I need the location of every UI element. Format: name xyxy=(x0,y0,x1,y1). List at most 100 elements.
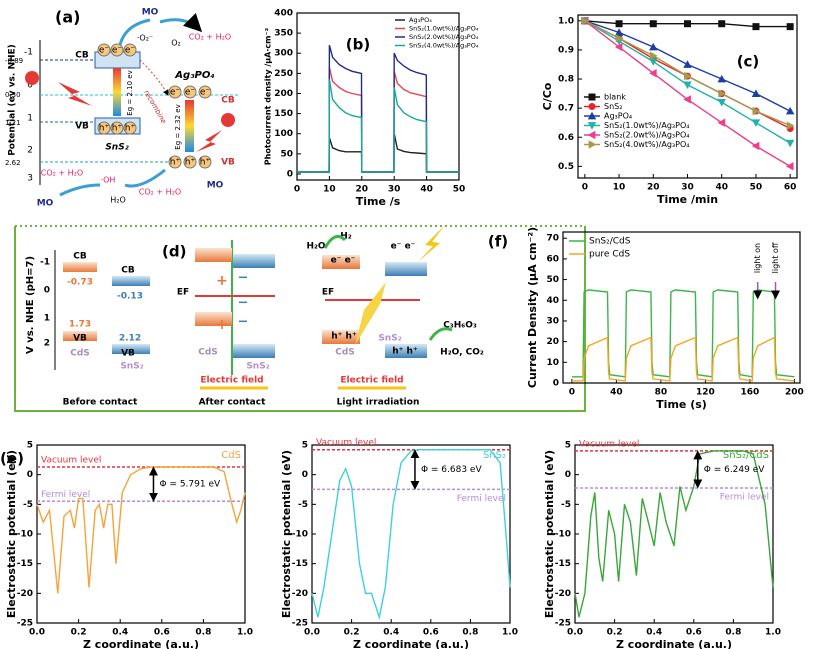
x-tick-label: 1.0 xyxy=(765,628,781,638)
band xyxy=(63,262,97,272)
x-tick-label: 40 xyxy=(715,183,728,193)
x-tick-label: 0 xyxy=(582,183,588,193)
legend-label: blank xyxy=(604,93,626,102)
series-line xyxy=(297,133,459,173)
axis-title: V vs. NHE (pH=7) xyxy=(25,256,36,354)
species: C₃H₆O₃ xyxy=(443,321,477,331)
x-tick-label: 0.6 xyxy=(686,628,702,638)
charge: − xyxy=(238,315,249,330)
y-tick-label: 30 xyxy=(546,316,559,326)
gap-bar xyxy=(185,100,194,152)
species: H₂O xyxy=(110,196,126,205)
legend-label: SnS₂(1.0wt%)/Ag₃PO₄ xyxy=(604,121,689,130)
marker xyxy=(615,20,623,28)
field-label: Electric field xyxy=(340,376,403,386)
panel-label: (a) xyxy=(55,8,80,27)
carrier-label: h⁺ xyxy=(185,158,196,168)
series-line xyxy=(571,289,795,378)
axis-title: Potential (ev vs. NHE) xyxy=(8,44,18,156)
y-tick-label: 300 xyxy=(274,49,293,59)
x-tick-label: 0.6 xyxy=(154,628,170,638)
marker xyxy=(785,106,795,115)
series-line xyxy=(36,466,246,594)
legend-label: SnS₂(4.0wt%)/Ag₃PO₄ xyxy=(604,140,689,149)
carrier-label: h⁺ xyxy=(200,158,211,168)
x-tick-label: 200 xyxy=(785,388,804,398)
x-tick-label: 0.4 xyxy=(646,628,662,638)
band-label: CB xyxy=(221,96,235,106)
marker xyxy=(581,16,590,26)
sun xyxy=(25,71,39,85)
species: MO xyxy=(142,8,159,18)
arrow xyxy=(118,18,151,46)
y-tick-label: -5 xyxy=(23,500,33,510)
material-label: CdS xyxy=(198,348,218,358)
band-label: VB xyxy=(221,158,235,168)
x-tick-label: 50 xyxy=(750,183,763,193)
annotation: Φ = 5.791 eV xyxy=(159,480,221,490)
arrow xyxy=(323,234,347,249)
material-label: SnS₂ xyxy=(105,143,128,153)
marker xyxy=(785,162,794,171)
reference-label: Fermi level xyxy=(720,493,769,503)
carrier xyxy=(168,155,182,169)
y-tick-label: 0 xyxy=(565,470,571,480)
panel-label: (d) xyxy=(162,243,186,261)
marker xyxy=(717,118,726,127)
y-tick-label: -10 xyxy=(555,530,571,540)
marker xyxy=(683,81,692,90)
marker xyxy=(649,20,657,28)
series-line xyxy=(311,449,511,620)
charge: + xyxy=(216,273,228,289)
tick-label: -1 xyxy=(40,258,50,268)
x-axis-title: Time (s) xyxy=(656,398,707,411)
legend-label: Ag₃PO₄ xyxy=(409,16,432,24)
x-tick-label: 1.0 xyxy=(502,628,518,638)
legend-label: SnS₂ xyxy=(604,102,622,111)
marker xyxy=(587,130,596,140)
band-label: CB xyxy=(73,252,87,262)
x-tick-label: 20 xyxy=(356,185,369,195)
y-tick-label: 0.5 xyxy=(558,162,574,172)
y-tick-label: -25 xyxy=(17,619,33,629)
light-bolt xyxy=(418,225,445,262)
frame xyxy=(14,226,586,412)
arrow xyxy=(59,183,101,197)
x-tick-label: 0.0 xyxy=(304,628,320,638)
marker xyxy=(717,98,726,107)
arrow xyxy=(124,168,166,188)
carrier-label: h⁺ xyxy=(125,124,136,134)
marker xyxy=(684,71,692,81)
marker xyxy=(683,95,691,104)
y-tick-label: 350 xyxy=(274,29,293,39)
x-axis-title: Time /s xyxy=(356,195,401,208)
reference-label: Vacuum level xyxy=(316,438,376,448)
band-label: CB xyxy=(121,266,135,276)
y-tick-label: 400 xyxy=(274,9,293,19)
charge: + xyxy=(216,317,228,333)
carriers: h⁺ h⁺ xyxy=(331,332,357,342)
marker xyxy=(786,23,794,31)
marker xyxy=(615,34,624,43)
marker xyxy=(588,103,596,110)
y-tick-label: 0 xyxy=(302,470,308,480)
marker xyxy=(752,106,761,116)
marker xyxy=(587,122,597,130)
species: O₂ xyxy=(171,39,181,48)
series-line xyxy=(574,450,774,618)
marker xyxy=(649,69,657,78)
legend-label: SnS₂(2.0wt%)/Ag₃PO₄ xyxy=(409,33,479,41)
material-label: CdS xyxy=(70,349,90,359)
material-label: SnS₂ xyxy=(120,362,143,372)
band xyxy=(233,254,275,268)
light-bolt xyxy=(196,130,222,152)
legend-label: SnS₂/CdS xyxy=(723,450,769,461)
x-tick-label: 40 xyxy=(420,185,433,195)
annotation: Φ = 6.683 eV xyxy=(421,465,483,475)
x-tick-label: 0 xyxy=(294,185,300,195)
arrow xyxy=(139,59,169,96)
carrier xyxy=(97,121,111,135)
y-tick-label: 70 xyxy=(546,234,559,244)
charge: − xyxy=(238,271,249,286)
